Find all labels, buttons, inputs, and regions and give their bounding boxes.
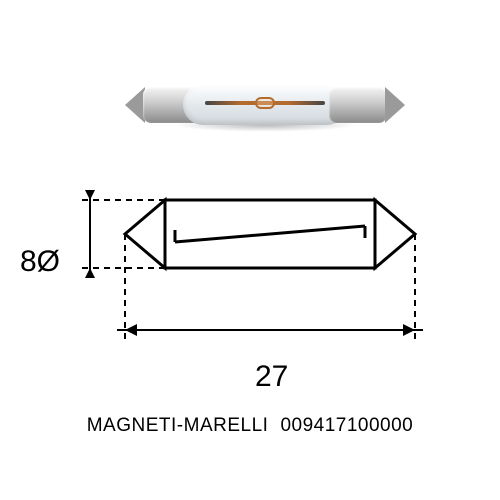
festoon-bulb-photo [125, 75, 405, 135]
filament-main [175, 226, 365, 242]
filament-coil [255, 97, 275, 109]
schematic-svg [55, 170, 445, 370]
bulb-tip-right-outline [375, 200, 415, 268]
dim-dia-arrow-top [85, 190, 95, 200]
bulb-tip-left [125, 87, 145, 123]
dim-len-arrow-right [403, 324, 415, 336]
dim-len-arrow-left [125, 324, 137, 336]
bulb-tip-left-outline [125, 200, 165, 268]
dimension-schematic [55, 170, 445, 370]
brand-line: MAGNETI-MARELLI 009417100000 [0, 415, 500, 437]
bulb-cap-right [329, 87, 387, 123]
figure-canvas: 8Ø 27 MAGNETI-MARELLI 009417100000 [0, 0, 500, 500]
dimension-diameter-label: 8Ø [20, 245, 60, 279]
dim-dia-arrow-bottom [85, 268, 95, 278]
part-number: 009417100000 [280, 415, 413, 436]
brand-name: MAGNETI-MARELLI [87, 415, 269, 436]
bulb-tip-right [385, 87, 405, 123]
dimension-length-label: 27 [255, 360, 288, 394]
